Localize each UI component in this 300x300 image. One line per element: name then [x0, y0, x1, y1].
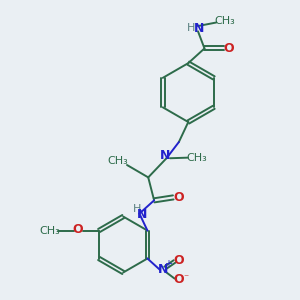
Text: N: N: [136, 208, 147, 221]
Text: H: H: [133, 205, 141, 214]
Text: ⁻: ⁻: [183, 273, 188, 283]
Text: N: N: [158, 262, 169, 276]
Text: O: O: [174, 254, 184, 267]
Text: N: N: [160, 149, 170, 162]
Text: O: O: [224, 42, 234, 55]
Text: CH₃: CH₃: [108, 157, 129, 166]
Text: O: O: [72, 224, 83, 236]
Text: H: H: [186, 23, 195, 33]
Text: +: +: [164, 259, 172, 269]
Text: CH₃: CH₃: [39, 226, 60, 236]
Text: CH₃: CH₃: [214, 16, 235, 26]
Text: N: N: [194, 22, 205, 35]
Text: O: O: [173, 191, 184, 204]
Text: O: O: [174, 273, 184, 286]
Text: CH₃: CH₃: [186, 153, 207, 163]
